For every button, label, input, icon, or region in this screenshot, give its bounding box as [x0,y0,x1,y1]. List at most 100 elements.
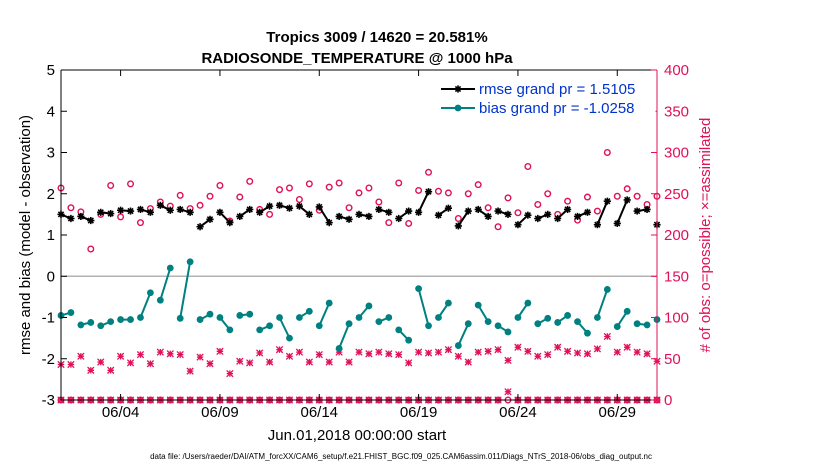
obs-assimilated-point [116,352,125,360]
obs-possible-point [266,210,274,218]
bias-point [166,264,174,272]
rmse-point [246,205,254,214]
bias-point [266,322,273,330]
x-tick-labels: 06/04 06/09 06/14 06/19 06/24 06/29 [102,404,636,421]
rmse-point [196,223,204,231]
rmse-point [226,219,234,227]
obs-assimilated-point [355,348,363,356]
x-tick-label: 06/29 [598,404,636,421]
rmse-point [345,215,353,223]
rmse-point [266,202,274,210]
bias-point [97,322,105,330]
legend-box [436,77,656,121]
x-tick-label: 06/24 [499,404,537,421]
obs-assimilated-point [613,348,621,356]
rmse-point [444,204,452,212]
obs-assimilated-point [305,358,313,366]
rmse-point [126,207,135,215]
rmse-point [365,212,373,221]
obs-assimilated-point [216,347,224,355]
obs-possible-point [544,190,552,198]
bias-point [554,319,562,326]
obs-possible-point [355,189,363,197]
obs-possible-point [246,177,254,185]
rmse-point [405,207,413,215]
rmse-point [464,207,472,215]
rmse-point [554,214,562,223]
rmse-point [236,212,244,221]
y-tick-label-left: -2 [42,351,55,368]
bias-point [117,316,124,323]
y-tick-label-right: 300 [664,145,689,162]
obs-assimilated-point [226,369,234,378]
chart-title: Tropics 3009 / 14620 = 20.581% [266,29,487,46]
obs-possible-point [206,192,214,200]
bias-point [574,318,581,326]
obs-possible-point [375,198,383,206]
bias-point [286,334,293,342]
obs-assimilated-point [206,360,214,368]
series-bias [57,258,661,352]
bias-point [623,307,631,315]
obs-assimilated-point [126,359,135,367]
rmse-point [325,219,333,227]
obs-assimilated-low-point [504,388,512,396]
y-tick-label-left: 5 [47,62,55,79]
bias-point [464,320,472,328]
obs-assimilated-point [554,343,562,351]
bias-point [603,286,611,293]
rmse-point [474,205,482,214]
obs-assimilated-point [166,350,174,358]
obs-possible-point [583,193,591,201]
bias-point [226,326,234,334]
y-tick-label-left: 3 [47,145,55,162]
obs-possible-point [534,200,542,208]
rmse-lines [60,191,648,228]
obs-assimilated-point [385,350,393,358]
obs-possible-point [454,214,462,222]
obs-possible-point [325,183,333,191]
bias-point [355,314,363,321]
y-tick-label-left: 2 [47,186,55,203]
obs-assimilated-point [365,350,373,358]
obs-assimilated-point [494,346,502,354]
rmse-point [484,212,492,221]
rmse-point [514,221,522,229]
rmse-point [256,208,264,216]
obs-possible-point [593,207,601,215]
rmse-point [97,208,105,216]
bias-point [375,318,383,326]
bias-point [315,322,323,330]
obs-possible-point [176,191,184,199]
obs-assimilated-point [375,348,383,356]
obs-assimilated-point [256,349,264,357]
obs-assimilated-point [474,348,482,356]
obs-assimilated-point [77,352,85,360]
obs-possible-point [345,204,353,212]
rmse-point [613,219,621,228]
obs-possible-point [335,179,343,187]
obs-assimilated-point [514,343,522,351]
bias-point [454,342,462,349]
rmse-point [415,208,423,216]
obs-assimilated-point [395,350,403,359]
rmse-point [395,214,403,223]
obs-assimilated-point [583,350,592,358]
bias-point [196,316,204,323]
rmse-point [216,208,224,216]
bias-point [156,296,164,304]
bias-point [276,314,283,321]
rmse-point [385,208,393,216]
rmse-point [107,209,115,218]
obs-possible-point [444,189,452,197]
obs-possible-point [295,196,303,204]
rmse-point [603,197,611,205]
obs-assimilated-point [136,350,145,359]
obs-assimilated-point [534,352,542,360]
obs-assimilated-point [315,350,323,359]
bias-point [335,345,343,352]
obs-assimilated-point [285,352,294,360]
obs-possible-point [285,184,293,192]
obs-assimilated-point [633,348,641,356]
